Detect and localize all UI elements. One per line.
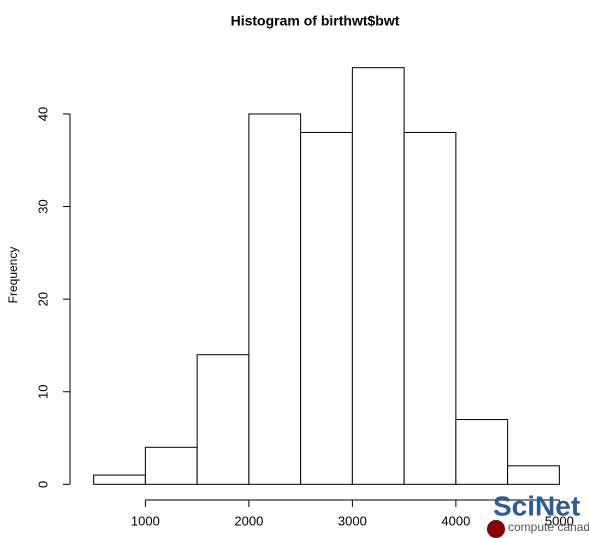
y-tick-label: 20	[35, 292, 50, 306]
bar	[507, 465, 560, 485]
x-tick-label: 2000	[234, 513, 263, 528]
y-tick-label: 30	[35, 199, 50, 213]
logo: SciNet compute canada	[487, 490, 589, 538]
logo-icon	[487, 520, 505, 538]
x-tick-label: 1000	[131, 513, 160, 528]
chart-title: Histogram of birthwt$bwt	[231, 13, 400, 29]
bar	[351, 67, 405, 485]
bar	[93, 474, 146, 485]
x-tick-label: 5000	[545, 513, 574, 528]
y-tick-label: 10	[35, 385, 50, 399]
y-tick-label: 0	[35, 481, 50, 488]
x-tick-label: 4000	[441, 513, 470, 528]
bar	[144, 446, 198, 485]
bar	[248, 113, 302, 485]
bar	[196, 354, 250, 485]
logo-text: SciNet	[493, 490, 580, 521]
y-tick-label: 40	[35, 107, 50, 121]
y-axis-label: Frequency	[6, 247, 20, 304]
bar	[403, 131, 457, 485]
x-tick-label: 3000	[338, 513, 367, 528]
logo-subtext: compute canada	[508, 520, 589, 534]
bar	[455, 419, 509, 485]
bar	[300, 131, 353, 485]
